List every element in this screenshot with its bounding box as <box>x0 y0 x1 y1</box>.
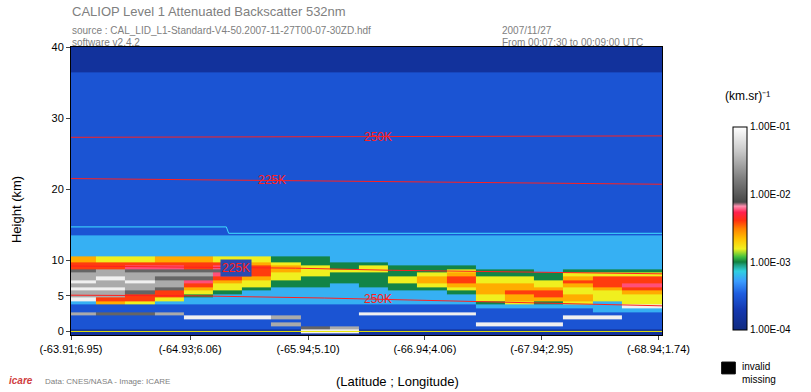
svg-text:(-67.94;2.95): (-67.94;2.95) <box>510 343 573 355</box>
svg-text:250K: 250K <box>364 130 392 144</box>
svg-text:software v2.4.2: software v2.4.2 <box>72 37 140 48</box>
svg-text:Height (km): Height (km) <box>9 176 24 243</box>
svg-text:225K: 225K <box>222 261 250 275</box>
svg-text:1.00E-02: 1.00E-02 <box>750 189 791 200</box>
svg-text:20: 20 <box>52 183 64 195</box>
svg-text:30: 30 <box>52 112 64 124</box>
svg-text:1.00E-03: 1.00E-03 <box>750 257 791 268</box>
svg-text:1.00E-01: 1.00E-01 <box>750 121 791 132</box>
svg-text:2007/11/27: 2007/11/27 <box>502 25 552 36</box>
svg-text:source : CAL_LID_L1-Standard-V: source : CAL_LID_L1-Standard-V4-50.2007-… <box>72 25 371 36</box>
svg-text:icare: icare <box>9 375 33 386</box>
svg-text:invalidmissing: invalidmissing <box>742 361 776 385</box>
svg-text:250K: 250K <box>364 292 392 306</box>
svg-text:10: 10 <box>52 254 64 266</box>
svg-text:(-65.94;5.10): (-65.94;5.10) <box>277 343 340 355</box>
svg-text:1.00E-04: 1.00E-04 <box>750 324 791 335</box>
svg-text:From 00:07:30 to 00:09:00 UTC: From 00:07:30 to 00:09:00 UTC <box>502 37 643 48</box>
svg-text:CALIOP Level 1 Attenuated Back: CALIOP Level 1 Attenuated Backscatter 53… <box>72 4 346 19</box>
svg-text:(Latitude ; Longitude): (Latitude ; Longitude) <box>336 374 459 389</box>
svg-text:40: 40 <box>52 41 64 53</box>
svg-text:Data: CNES/NASA - Image: ICARE: Data: CNES/NASA - Image: ICARE <box>45 377 170 386</box>
svg-text:(km.sr)⁻¹: (km.sr)⁻¹ <box>725 89 770 103</box>
svg-text:(-68.94;1.74): (-68.94;1.74) <box>627 343 690 355</box>
svg-text:0: 0 <box>58 325 64 337</box>
svg-text:225K: 225K <box>258 173 286 187</box>
svg-text:(-63.91;6.95): (-63.91;6.95) <box>40 343 103 355</box>
svg-text:(-64.93;6.06): (-64.93;6.06) <box>159 343 222 355</box>
svg-text:(-66.94;4.06): (-66.94;4.06) <box>393 343 456 355</box>
svg-text:5: 5 <box>58 290 64 302</box>
